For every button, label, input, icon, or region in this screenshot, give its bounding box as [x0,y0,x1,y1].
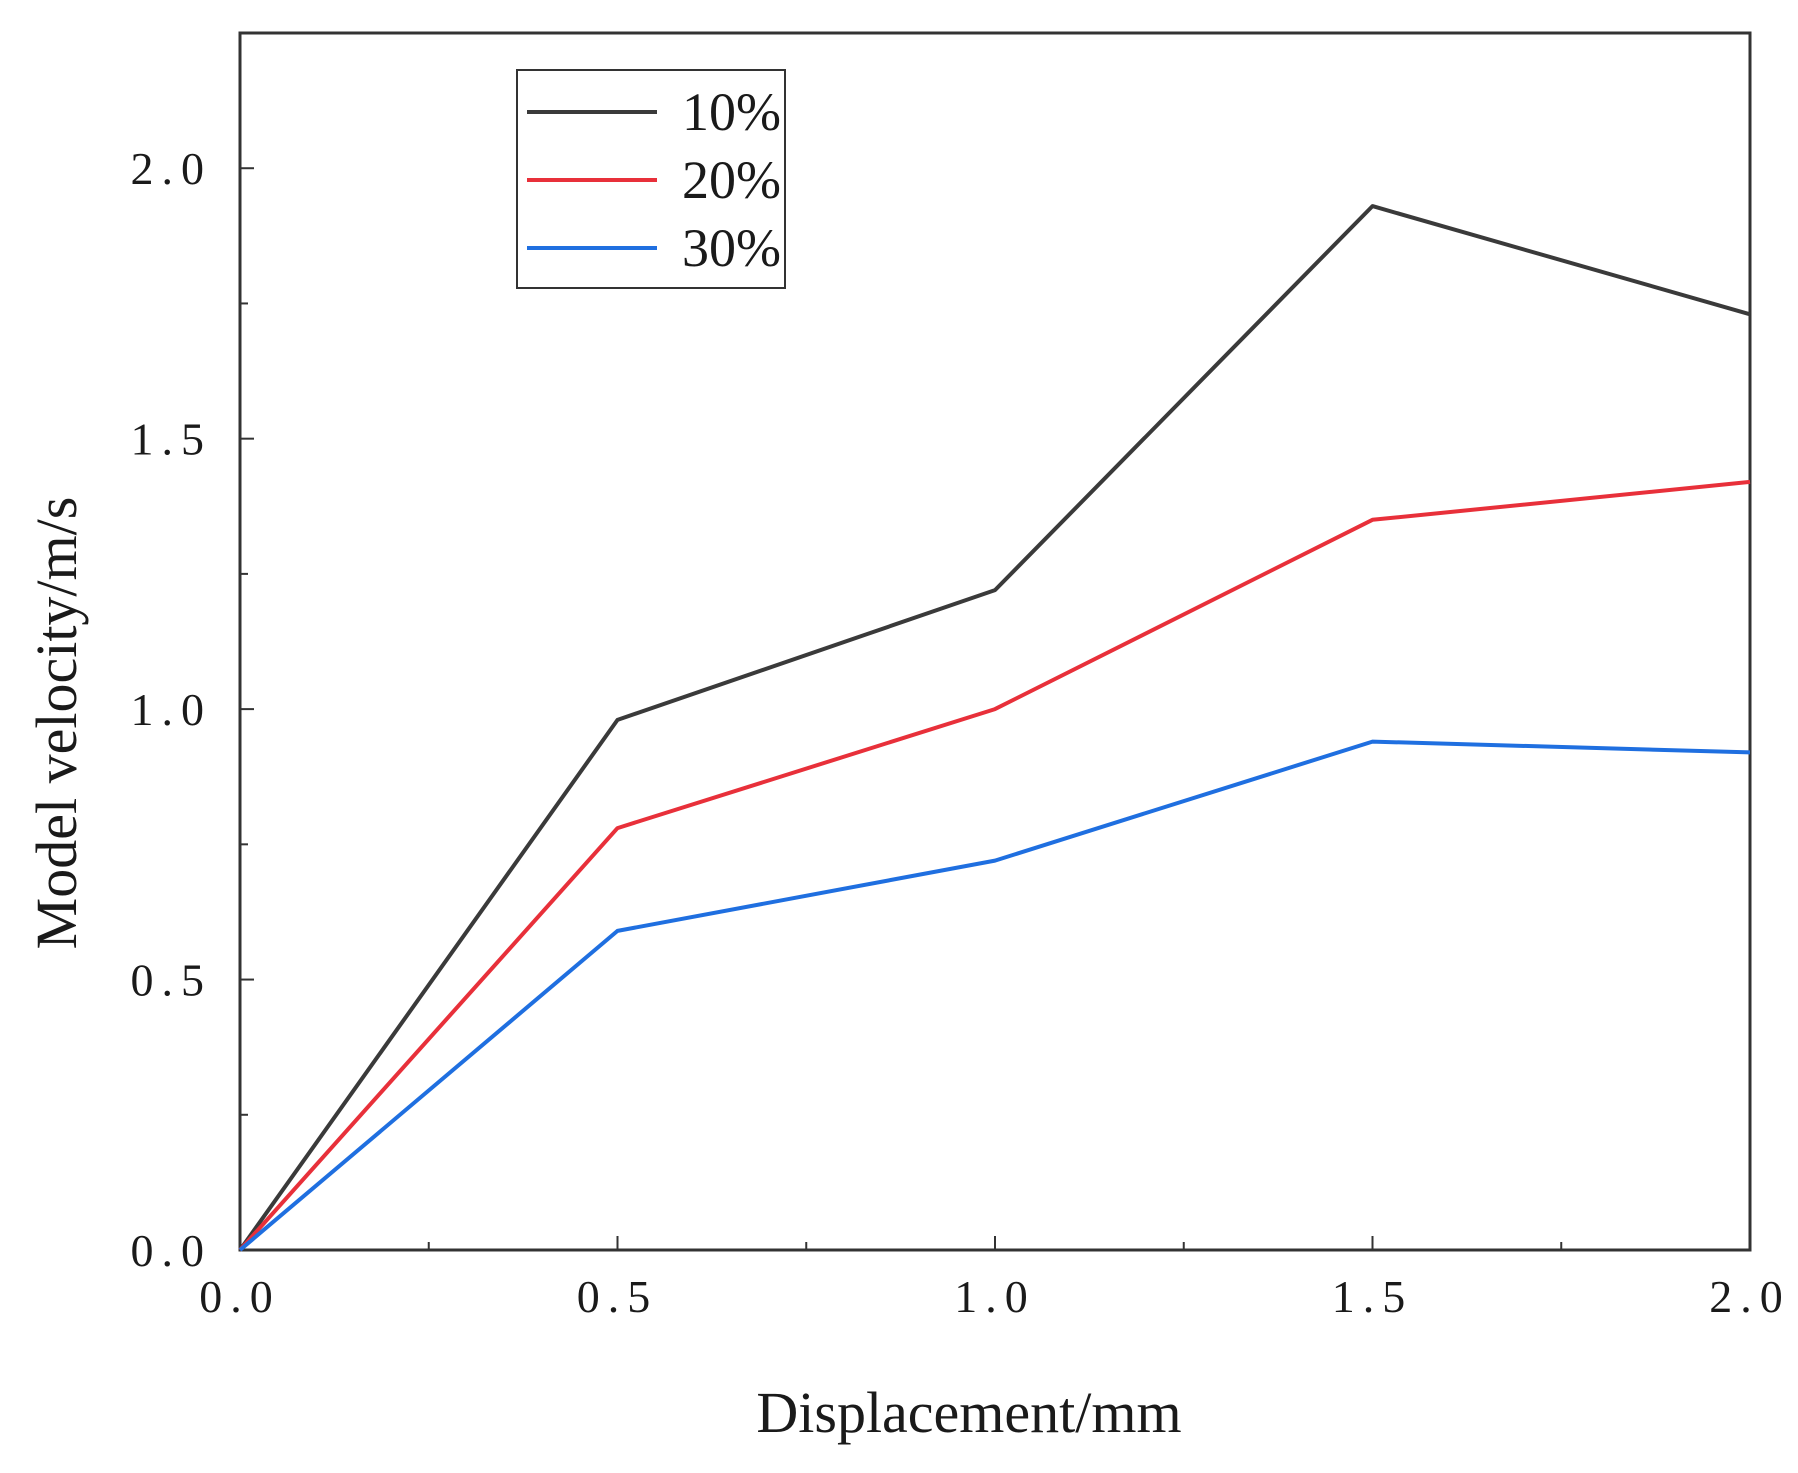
series-line-10 [238,204,1751,1252]
x-tick-label: 0.0 [199,1271,281,1322]
legend-label-10: 10% [682,82,781,142]
x-axis-ticks: 0.0 0.5 1.0 1.5 2.0 [199,1236,1791,1322]
y-axis-ticks: 0.0 0.5 1.0 1.5 2.0 [131,143,254,1276]
legend-item-30: 30% [527,218,781,278]
x-tick-label: 1.0 [954,1271,1036,1322]
y-tick-label: 0.5 [131,955,213,1006]
legend-item-20: 20% [527,150,781,210]
x-tick-label: 2.0 [1709,1271,1791,1322]
series-layer [238,204,1751,1252]
series-line-20 [238,479,1751,1252]
y-tick-label: 1.0 [131,684,213,735]
x-axis-title: Displacement/mm [756,1380,1181,1445]
legend-label-20: 20% [682,150,781,210]
y-tick-label: 2.0 [131,143,213,194]
x-tick-label: 1.5 [1332,1271,1414,1322]
y-axis-title: Model velocity/m/s [24,497,89,950]
series-line-30 [238,739,1751,1252]
legend-item-10: 10% [527,82,781,142]
legend-label-30: 30% [682,218,781,278]
legend: 10% 20% 30% [516,69,786,289]
x-tick-label: 0.5 [577,1271,659,1322]
y-tick-label: 1.5 [131,414,213,465]
y-tick-label: 0.0 [131,1225,213,1276]
